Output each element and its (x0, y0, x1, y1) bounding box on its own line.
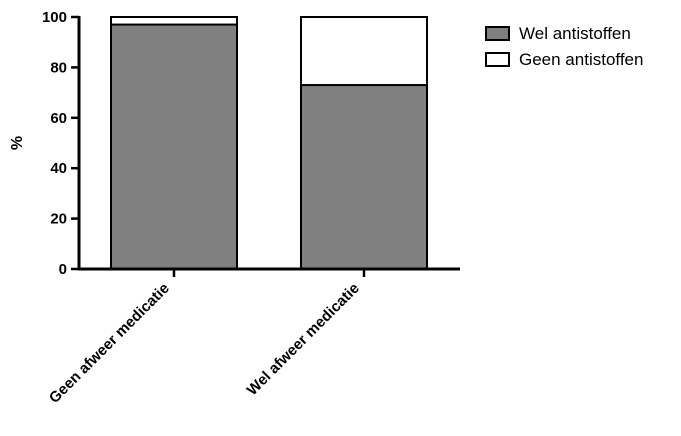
y-axis-title: % (9, 136, 26, 150)
legend-swatch-geen-antistoffen (485, 52, 510, 67)
legend-label-geen-antistoffen: Geen antistoffen (519, 50, 643, 69)
bar-geen-antistoffen-1 (110, 16, 238, 26)
bars-layer (110, 16, 428, 271)
y-tick-label-60: 60 (50, 110, 67, 127)
legend: Wel antistoffen Geen antistoffen (485, 24, 643, 69)
bar-wel-antistoffen-1 (110, 23, 238, 271)
x-category-label-2: Wel afweer medicatie (244, 280, 363, 399)
axes-layer (71, 15, 460, 277)
legend-label-wel-antistoffen: Wel antistoffen (519, 24, 631, 43)
y-tick-label-20: 20 (50, 211, 67, 228)
legend-swatch-wel-antistoffen (485, 26, 510, 41)
y-tick-label-80: 80 (50, 59, 67, 76)
y-tick-label-40: 40 (50, 160, 67, 177)
y-tick-label-100: 100 (42, 9, 67, 26)
bar-geen-antistoffen-2 (300, 16, 428, 87)
bar-wel-antistoffen-2 (300, 84, 428, 271)
y-tick-label-0: 0 (59, 261, 67, 278)
x-category-label-1: Geen afweer medicatie (46, 280, 173, 407)
